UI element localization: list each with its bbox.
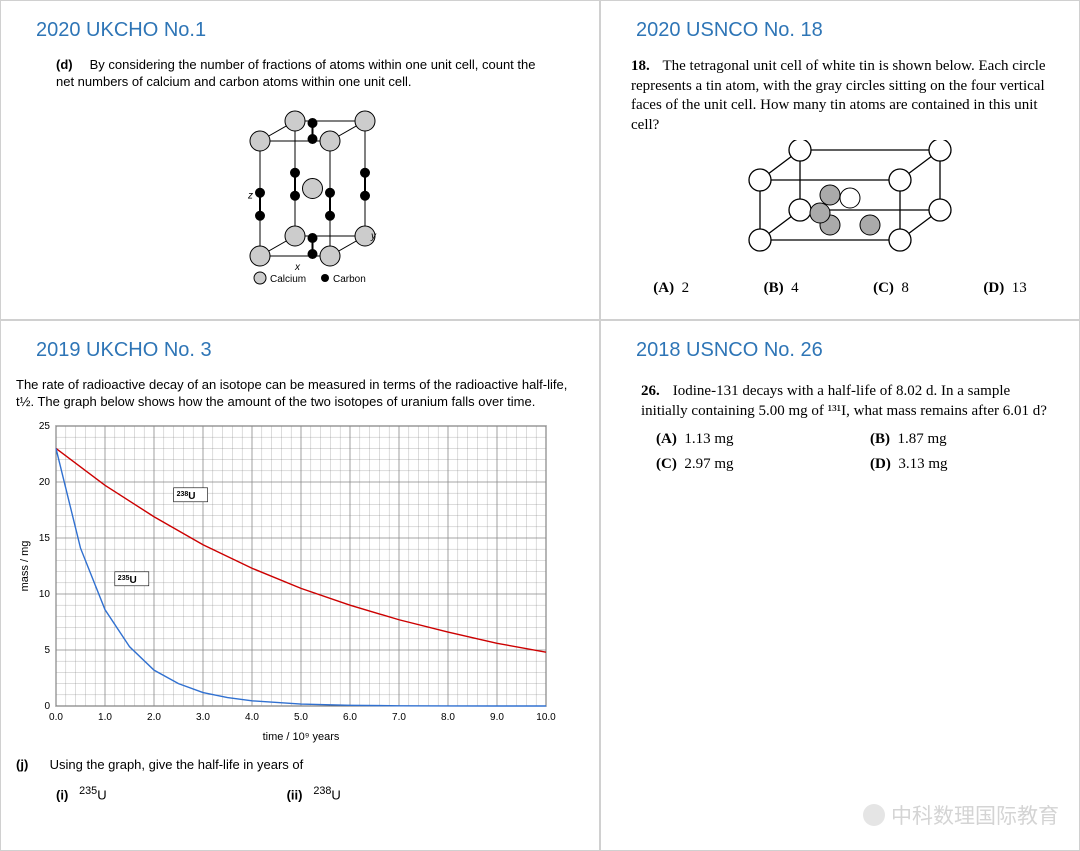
q1-title: 2020 UKCHO No.1 — [36, 19, 584, 42]
q2-choice-d: (D) 13 — [983, 280, 1026, 297]
q2-choice-b: (B) 4 — [764, 280, 799, 297]
q4-choice-b: (B) 1.87 mg — [870, 431, 1064, 448]
svg-text:10: 10 — [39, 589, 51, 600]
q3-sub1: (i) 235U — [56, 784, 107, 804]
q2-choices: (A) 2 (B) 4 (C) 8 (D) 13 — [616, 280, 1064, 297]
watermark: 中科数理国际教育 — [863, 800, 1059, 830]
q1-diagram-wrap: x y z Calcium Carbon — [16, 96, 584, 291]
tin-cell-icon — [720, 140, 960, 260]
q4-question: 26. Iodine-131 decays with a half-life o… — [641, 382, 1049, 421]
q3-sub2: (ii) 238U — [287, 784, 341, 804]
q2-choice-a: (A) 2 — [653, 280, 689, 297]
svg-text:mass / mg: mass / mg — [19, 540, 31, 591]
svg-text:7.0: 7.0 — [392, 712, 406, 723]
svg-text:x: x — [294, 262, 301, 273]
q2-text: The tetragonal unit cell of white tin is… — [631, 58, 1046, 133]
svg-text:5.0: 5.0 — [294, 712, 308, 723]
svg-text:3.0: 3.0 — [196, 712, 210, 723]
q4-label: 26. — [641, 382, 669, 402]
q3-intro: The rate of radioactive decay of an isot… — [16, 377, 579, 411]
svg-text:9.0: 9.0 — [490, 712, 504, 723]
svg-text:Calcium: Calcium — [270, 274, 306, 285]
q3-panel: 2019 UKCHO No. 3 The rate of radioactive… — [0, 320, 600, 851]
watermark-text: 中科数理国际教育 — [891, 800, 1059, 830]
wechat-icon — [863, 804, 885, 826]
svg-text:20: 20 — [39, 477, 51, 488]
svg-text:1.0: 1.0 — [98, 712, 112, 723]
svg-text:time / 10⁹ years: time / 10⁹ years — [263, 731, 340, 743]
q4-choice-a: (A) 1.13 mg — [656, 431, 850, 448]
svg-text:25: 25 — [39, 421, 51, 432]
q4-choices: (A) 1.13 mg (B) 1.87 mg (C) 2.97 mg (D) … — [656, 431, 1064, 473]
svg-text:5: 5 — [44, 645, 50, 656]
q2-question: 18. The tetragonal unit cell of white ti… — [631, 57, 1064, 135]
svg-text:y: y — [370, 231, 377, 242]
svg-text:0.0: 0.0 — [49, 712, 63, 723]
svg-text:4.0: 4.0 — [245, 712, 259, 723]
q2-diagram-wrap — [616, 140, 1064, 265]
q3-title: 2019 UKCHO No. 3 — [36, 339, 584, 362]
svg-text:Carbon: Carbon — [333, 274, 366, 285]
q2-label: 18. — [631, 57, 659, 77]
q3-qtext: Using the graph, give the half-life in y… — [50, 757, 304, 772]
q4-choice-c: (C) 2.97 mg — [656, 456, 850, 473]
q4-title: 2018 USNCO No. 26 — [636, 339, 1064, 362]
svg-text:z: z — [247, 190, 253, 201]
unit-cell-icon: x y z Calcium Carbon — [200, 96, 400, 286]
svg-text:15: 15 — [39, 533, 51, 544]
q1-panel: 2020 UKCHO No.1 (d) By considering the n… — [0, 0, 600, 320]
q3-subs: (i) 235U (ii) 238U — [56, 784, 584, 804]
svg-text:6.0: 6.0 — [343, 712, 357, 723]
decay-chart: 0.0 1.0 2.0 3.0 4.0 5.0 6.0 7.0 8.0 9.0 10.0 0 5 10 15… — [16, 416, 556, 746]
q3-question: (j) Using the graph, give the half-life … — [16, 757, 584, 774]
svg-text:2.0: 2.0 — [147, 712, 161, 723]
q4-choice-d: (D) 3.13 mg — [870, 456, 1064, 473]
svg-text:0: 0 — [44, 701, 50, 712]
q3-qlabel: (j) — [16, 757, 46, 774]
svg-text:8.0: 8.0 — [441, 712, 455, 723]
q2-title: 2020 USNCO No. 18 — [636, 19, 1064, 42]
q1-text: By considering the number of fractions o… — [56, 57, 535, 89]
svg-text:10.0: 10.0 — [536, 712, 556, 723]
q4-text: Iodine-131 decays with a half-life of 8.… — [641, 383, 1047, 419]
q4-panel: 2018 USNCO No. 26 26. Iodine-131 decays … — [600, 320, 1080, 851]
q2-panel: 2020 USNCO No. 18 18. The tetragonal uni… — [600, 0, 1080, 320]
q1-question: (d) By considering the number of fractio… — [56, 57, 584, 91]
q1-label: (d) — [56, 57, 86, 74]
q2-choice-c: (C) 8 — [873, 280, 909, 297]
